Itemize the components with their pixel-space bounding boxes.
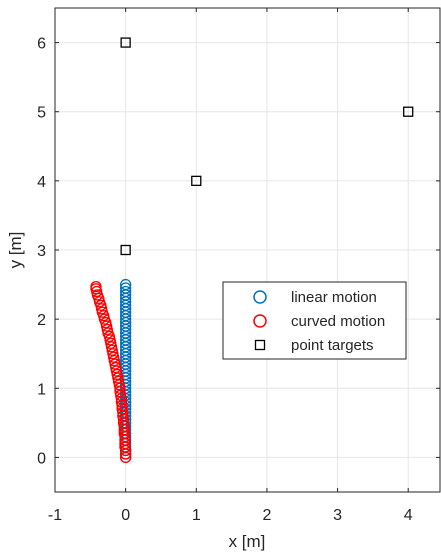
legend-label: point targets [291,337,374,354]
legend-marker [253,290,267,304]
x-tick-label: -1 [48,507,62,524]
point-target-marker [403,106,414,117]
y-tick-label: 6 [37,36,46,53]
legend-marker [253,314,267,328]
x-tick-label: 4 [404,507,413,524]
y-tick-label: 1 [37,381,46,398]
data-layer [90,37,414,464]
data-point [90,280,102,293]
x-tick-label: 2 [262,507,271,524]
y-tick-label: 5 [37,105,46,122]
y-tick-label: 3 [37,243,46,260]
ticks: -1 0 1 2 3 4 0 1 2 3 4 5 6 [37,8,440,524]
x-tick-label: 1 [192,507,201,524]
point-target-marker [191,175,202,187]
x-axis-label: x [m] [229,532,266,551]
grid [54,8,440,492]
series-1 [90,280,132,464]
y-tick-label: 4 [37,174,46,191]
point-target-marker [120,244,131,256]
legend-label: linear motion [291,289,377,306]
y-tick-label: 2 [37,312,46,329]
y-tick-label: 0 [37,450,46,467]
x-tick-label: 3 [333,507,342,524]
data-point [119,278,132,291]
series-2 [120,37,414,256]
legend[interactable]: linear motion curved motion point targets [222,281,407,360]
data-point [119,282,132,294]
legend-marker [254,339,266,351]
data-point [119,285,132,298]
x-tick-label: 0 [121,507,130,524]
legend-label: curved motion [291,313,385,330]
y-axis-label: y [m] [6,232,25,269]
point-target-marker [120,37,131,48]
